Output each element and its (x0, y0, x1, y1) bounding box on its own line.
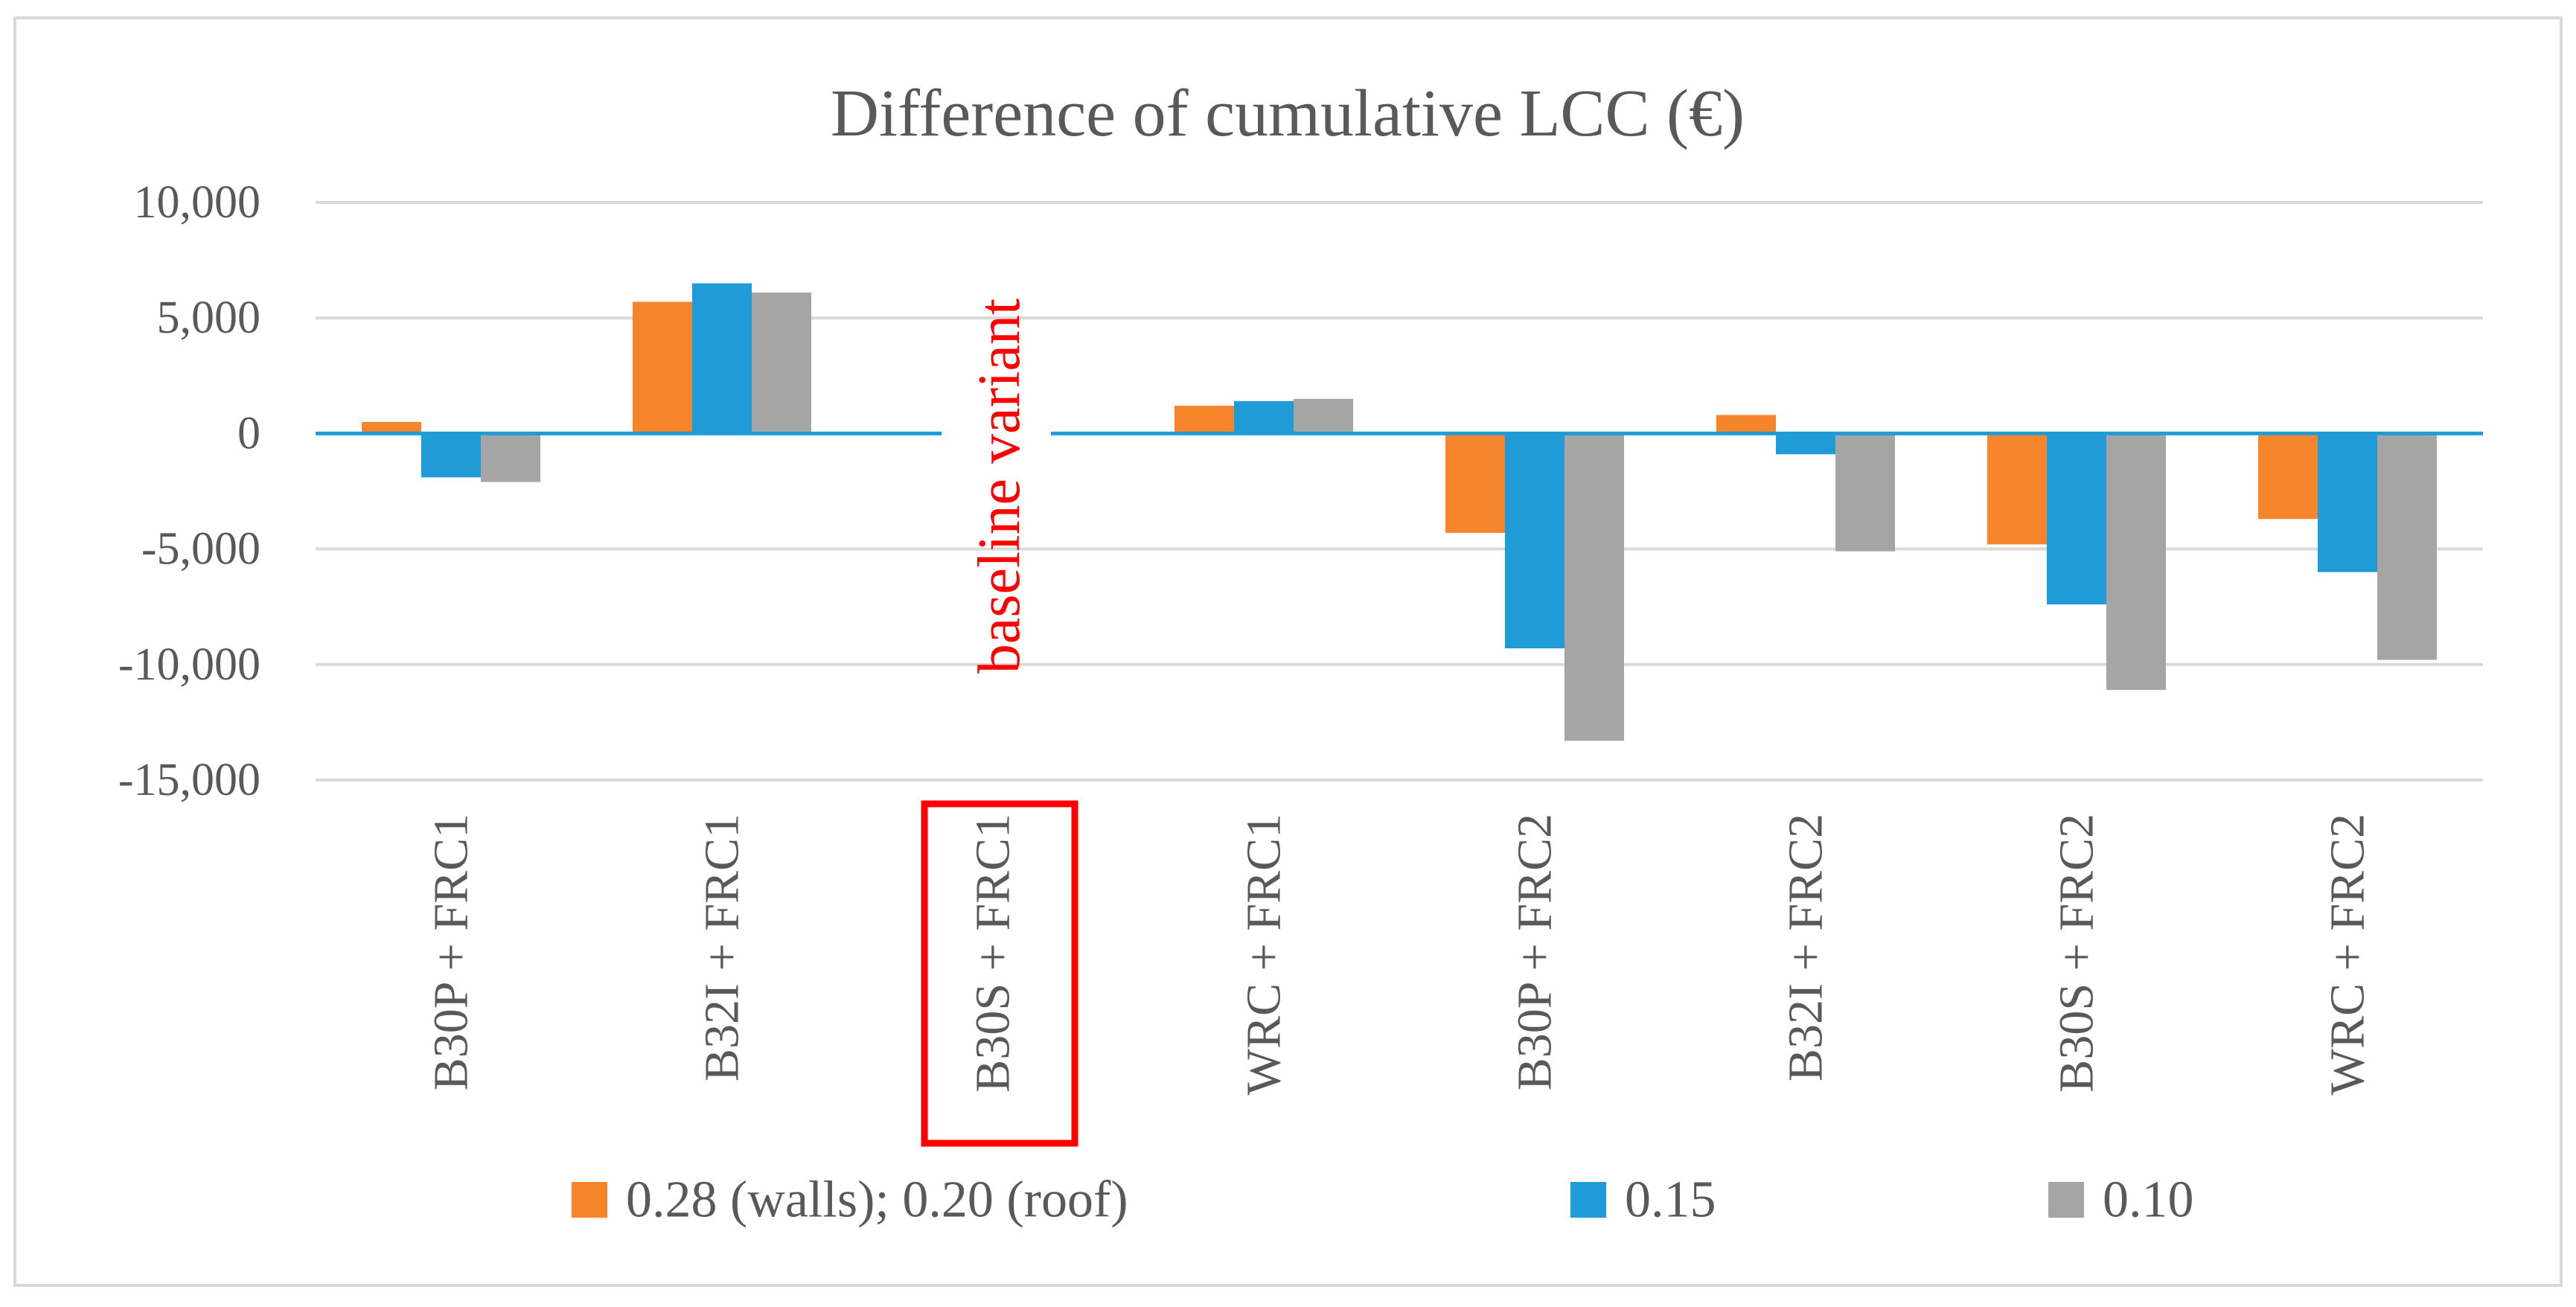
bar (1565, 433, 1624, 741)
x-tick-label: WRC + FRC2 (2321, 814, 2375, 1095)
bar (1505, 433, 1565, 649)
x-tick-label: B32I + FRC2 (1779, 814, 1833, 1081)
bar (1716, 415, 1776, 434)
legend-label: 0.28 (walls); 0.20 (roof) (626, 1172, 1128, 1229)
bars (362, 283, 2437, 741)
x-tick-label: B30P + FRC1 (424, 814, 479, 1090)
x-tick-label: WRC + FRC1 (1237, 814, 1291, 1095)
bar (1294, 398, 1353, 434)
bar (1987, 433, 2047, 545)
chart-title: Difference of cumulative LCC (€) (831, 77, 1745, 150)
y-tick-label: 0 (237, 408, 261, 458)
y-tick-label: -5,000 (141, 524, 261, 575)
bar (2377, 433, 2437, 660)
baseline-highlight-box (921, 800, 1078, 1147)
bar (692, 283, 752, 434)
legend-swatch (572, 1182, 607, 1218)
legend: 0.28 (walls); 0.20 (roof) 0.15 0.10 (572, 1172, 2194, 1229)
baseline-annotation: baseline variant (921, 298, 1078, 1147)
bar (1776, 433, 1835, 455)
bar (421, 433, 481, 478)
x-tick-label: B32I + FRC1 (695, 814, 750, 1081)
bar (2047, 433, 2106, 605)
bar (1835, 433, 1895, 552)
bar (2258, 433, 2318, 520)
x-tick-label: B30S + FRC2 (2050, 814, 2104, 1093)
bar (1174, 406, 1234, 434)
y-tick-label: -15,000 (118, 755, 261, 805)
bar (2106, 433, 2166, 690)
bar (1234, 400, 1294, 434)
y-tick-label: 10,000 (134, 177, 261, 228)
bar (2318, 433, 2377, 572)
x-tick-label: B30P + FRC2 (1508, 814, 1562, 1090)
bar (752, 293, 811, 434)
legend-swatch (2048, 1182, 2084, 1218)
y-tick-label: 5,000 (157, 293, 261, 343)
legend-label: 0.10 (2103, 1172, 2194, 1229)
bar (362, 421, 421, 434)
legend-label: 0.15 (1625, 1172, 1716, 1229)
y-tick-label: -10,000 (118, 639, 261, 690)
x-axis-ticks: B30P + FRC1 B32I + FRC1 B30S + FRC1 WRC + F… (424, 814, 2375, 1095)
baseline-variant-label: baseline variant (967, 298, 1032, 674)
bar (1445, 433, 1505, 533)
bar (481, 433, 540, 482)
y-axis-ticks: 10,000 5,000 0 -5,000 -10,000 -15,000 (118, 177, 261, 805)
legend-swatch (1570, 1182, 1606, 1218)
bar (633, 301, 692, 434)
x-tick-label: B30S + FRC1 (966, 814, 1020, 1093)
